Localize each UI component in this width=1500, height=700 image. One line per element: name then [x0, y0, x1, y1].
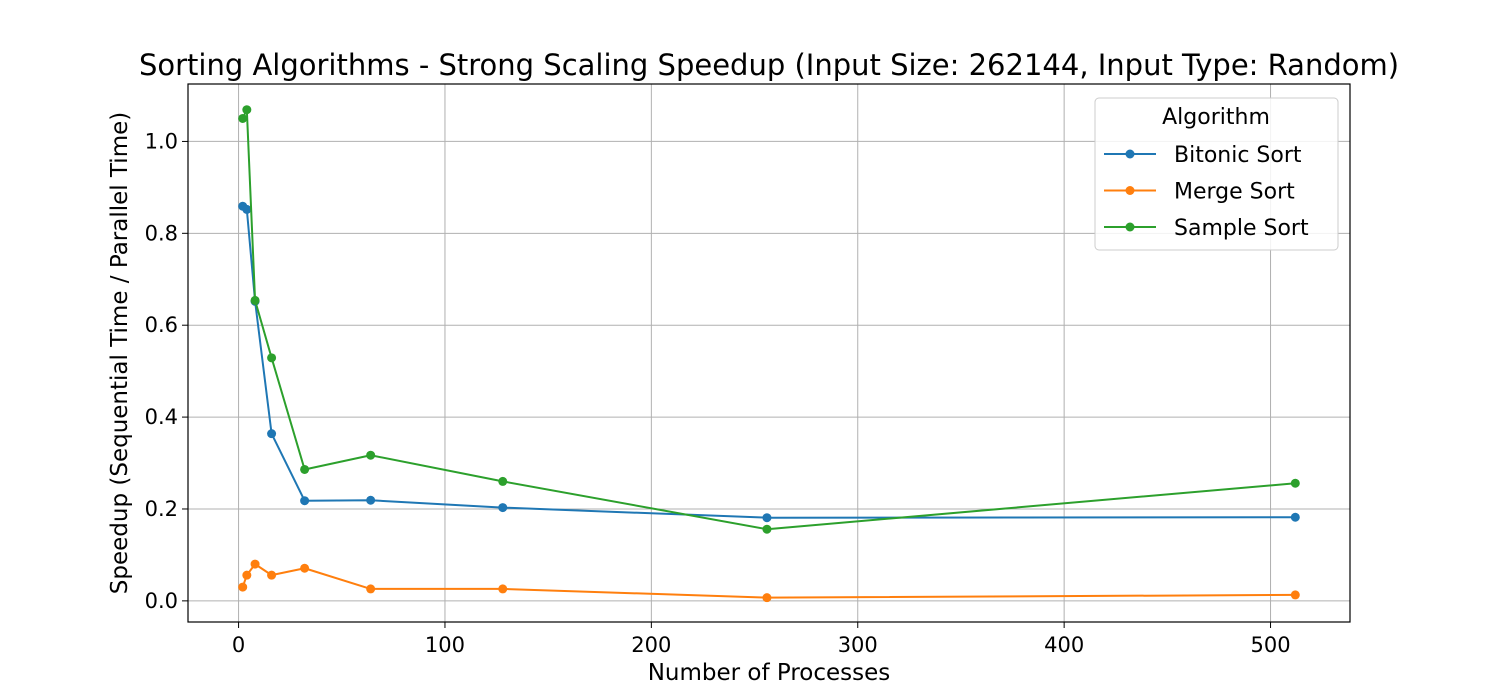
plot-frame: [187, 83, 1351, 623]
legend-box: [1094, 97, 1339, 251]
merge-sort-point: [1290, 590, 1300, 600]
bitonic-sort-point: [762, 513, 772, 523]
legend-title: Algorithm: [1162, 105, 1270, 130]
merge-sort-point: [498, 584, 508, 594]
bitonic-sort-point: [1290, 512, 1300, 522]
sample-sort-point: [762, 524, 772, 534]
sample-sort-point: [300, 464, 310, 474]
chart-title: Sorting Algorithms - Strong Scaling Spee…: [139, 48, 1399, 82]
legend-label: Merge Sort: [1174, 180, 1295, 205]
x-tick-label: 0: [232, 633, 245, 657]
x-tick-label: 300: [838, 633, 878, 657]
sample-sort-point: [250, 295, 260, 305]
legend-label: Bitonic Sort: [1174, 143, 1302, 168]
bitonic-sort-point: [267, 429, 277, 439]
axis-ticks: 0 100 200 300 400 500 0.0 0.2 0.4 0.6 0.8 1.0: [145, 129, 1291, 657]
x-tick-label: 400: [1044, 633, 1084, 657]
legend-item-sample-sort: Sample Sort: [1104, 216, 1309, 241]
series-sample-sort: [238, 105, 1300, 534]
sample-sort-point: [238, 113, 248, 123]
bitonic-sort-line: [242, 205, 1296, 519]
merge-sort-point: [762, 593, 772, 603]
bitonic-sort-point: [300, 496, 310, 506]
x-tick-label: 100: [425, 633, 465, 657]
merge-sort-point: [250, 559, 260, 569]
legend-swatch-marker: [1125, 186, 1135, 195]
merge-sort-point: [366, 584, 376, 594]
series-layer: [238, 105, 1300, 603]
sample-sort-point: [366, 450, 376, 460]
sample-sort-point: [242, 105, 252, 115]
merge-sort-point: [267, 570, 277, 580]
legend-entries: Bitonic Sort Merge Sort Sample Sort: [1104, 143, 1309, 241]
y-tick-label: 0.0: [145, 589, 178, 613]
y-tick-label: 0.8: [145, 221, 178, 245]
legend-item-merge-sort: Merge Sort: [1104, 180, 1295, 205]
merge-sort-point: [238, 582, 248, 592]
y-tick-label: 0.2: [145, 497, 178, 521]
sample-sort-point: [498, 476, 508, 486]
y-tick-label: 0.4: [145, 405, 178, 429]
y-tick-label: 1.0: [145, 129, 178, 153]
y-tick-label: 0.6: [145, 313, 178, 337]
merge-sort-line: [241, 563, 1296, 599]
sample-sort-point: [267, 353, 277, 363]
bitonic-sort-point: [498, 503, 508, 513]
y-axis-label: Speedup (Sequential Time / Parallel Time…: [107, 112, 133, 594]
legend-item-bitonic-sort: Bitonic Sort: [1104, 143, 1302, 168]
legend-label: Sample Sort: [1174, 216, 1309, 241]
legend-swatch-marker: [1125, 149, 1135, 159]
series-merge-sort: [238, 559, 1300, 603]
bitonic-sort-point: [242, 204, 252, 214]
x-axis-label: Number of Processes: [648, 660, 891, 686]
x-tick-label: 200: [631, 633, 671, 657]
x-tick-label: 500: [1250, 633, 1290, 657]
bitonic-sort-point: [366, 495, 376, 505]
merge-sort-point: [242, 570, 252, 580]
legend: Algorithm Bitonic Sort Merge Sort Sample S…: [1094, 97, 1339, 251]
merge-sort-point: [300, 563, 310, 573]
legend-swatch-marker: [1125, 222, 1135, 232]
sample-sort-point: [1290, 478, 1300, 488]
